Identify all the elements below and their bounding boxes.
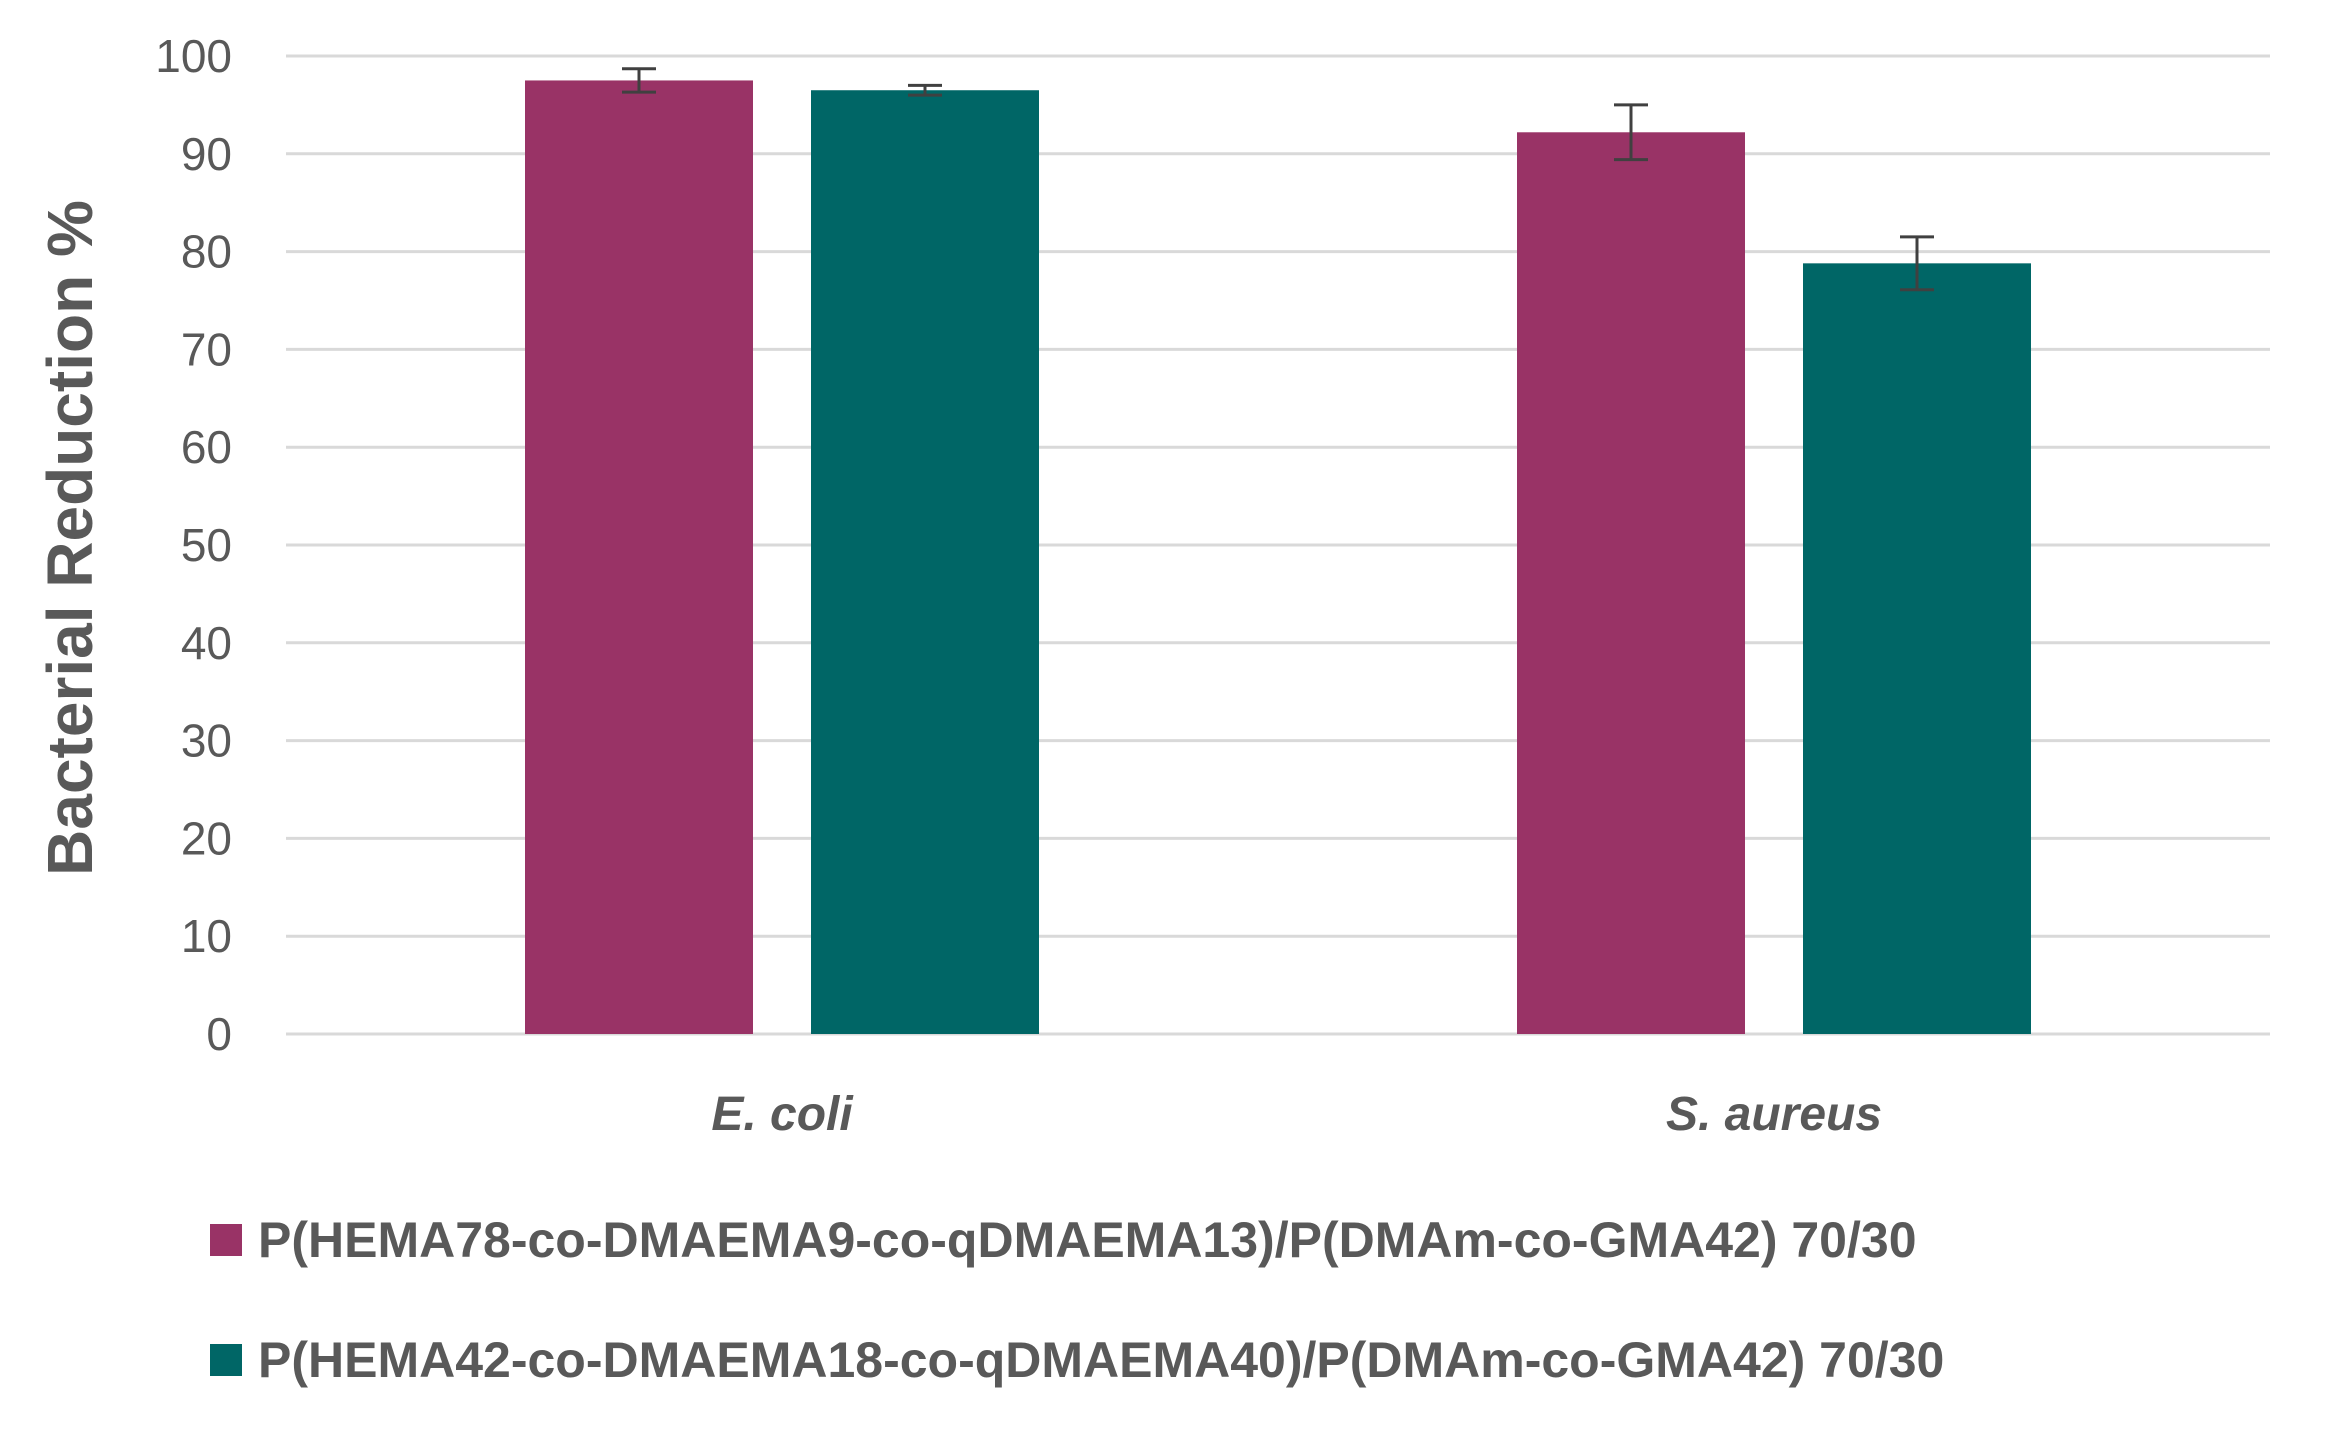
y-tick-label: 30 bbox=[181, 715, 232, 767]
y-axis-label: Bacterial Reduction % bbox=[34, 200, 106, 876]
y-tick-label: 70 bbox=[181, 323, 232, 375]
error-bars bbox=[622, 67, 1934, 292]
y-tick-label: 60 bbox=[181, 421, 232, 473]
y-axis-ticks: 0 10 20 30 40 50 60 70 80 90 100 bbox=[155, 30, 232, 1060]
y-tick-label: 100 bbox=[155, 30, 232, 82]
legend-item-series-2: P(HEMA42-co-DMAEMA18-co-qDMAEMA40)/P(DMA… bbox=[210, 1330, 1944, 1390]
y-tick-label: 90 bbox=[181, 128, 232, 180]
y-tick-label: 50 bbox=[181, 519, 232, 571]
error-bar bbox=[1614, 103, 1648, 162]
legend-label: P(HEMA42-co-DMAEMA18-co-qDMAEMA40)/P(DMA… bbox=[258, 1332, 1945, 1388]
y-tick-label: 20 bbox=[181, 812, 232, 864]
error-bar bbox=[1900, 235, 1934, 292]
error-bar bbox=[908, 83, 942, 97]
y-tick-label: 80 bbox=[181, 226, 232, 278]
x-axis-categories: E. coli S. aureus bbox=[711, 1088, 1882, 1141]
x-category-label: E. coli bbox=[711, 1088, 854, 1141]
bar bbox=[525, 80, 753, 1034]
legend-item-series-1: P(HEMA78-co-DMAEMA9-co-qDMAEMA13)/P(DMAm… bbox=[210, 1210, 1944, 1270]
error-bar bbox=[622, 67, 656, 94]
x-category-label: S. aureus bbox=[1666, 1088, 1882, 1141]
bars bbox=[525, 80, 2031, 1035]
y-tick-label: 0 bbox=[206, 1008, 232, 1060]
bar bbox=[811, 90, 1039, 1035]
legend-label: P(HEMA78-co-DMAEMA9-co-qDMAEMA13)/P(DMAm… bbox=[258, 1212, 1917, 1268]
legend-swatch bbox=[210, 1224, 242, 1256]
bar bbox=[1803, 263, 2031, 1034]
legend-swatch bbox=[210, 1344, 242, 1376]
legend: P(HEMA78-co-DMAEMA9-co-qDMAEMA13)/P(DMAm… bbox=[210, 1210, 1944, 1450]
bar bbox=[1517, 132, 1745, 1034]
y-tick-label: 10 bbox=[181, 910, 232, 962]
y-tick-label: 40 bbox=[181, 617, 232, 669]
